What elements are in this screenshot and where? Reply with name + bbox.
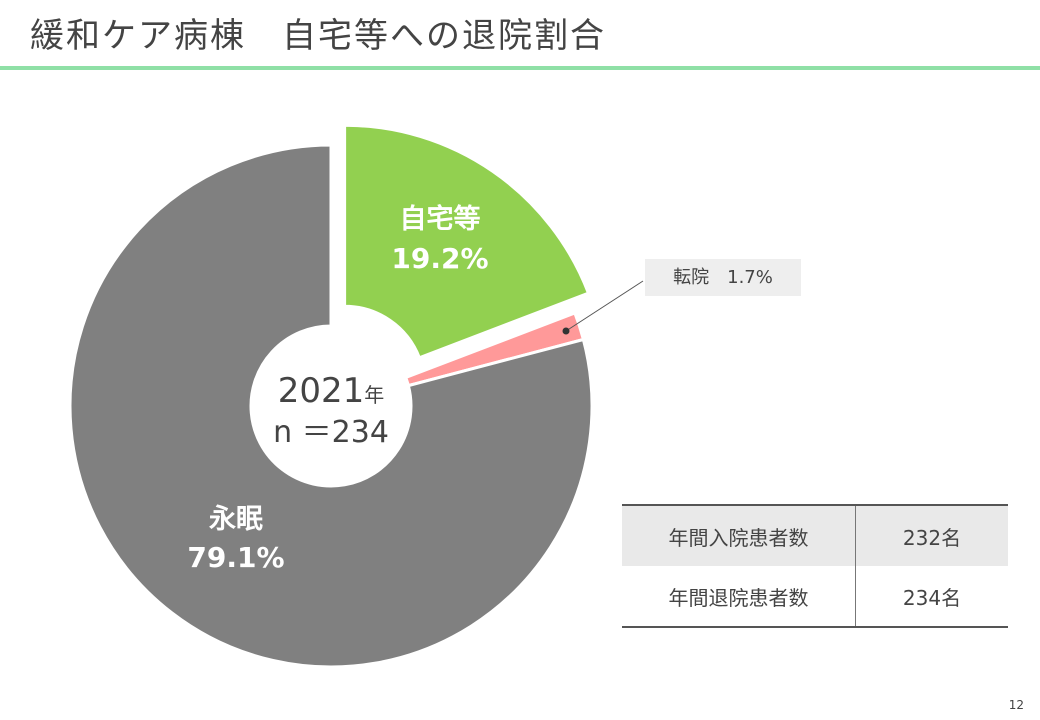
slice-label-eimin: 79.1%: [187, 541, 284, 574]
center-year: 2021年: [278, 371, 385, 411]
table-row: 年間入院患者数 232名: [622, 505, 1008, 566]
table-cell-label: 年間退院患者数: [622, 566, 856, 627]
title-underline: [0, 66, 1040, 70]
pie-slice-0: [343, 123, 591, 360]
page-title: 緩和ケア病棟 自宅等への退院割合: [30, 16, 606, 56]
slice-label-jitaku: 19.2%: [391, 242, 488, 275]
callout-leader-line: [565, 280, 644, 332]
callout-tenin: 転院 1.7%: [645, 259, 801, 296]
table-row: 年間退院患者数 234名: [622, 566, 1008, 627]
table-cell-value: 232名: [855, 505, 1008, 566]
stats-table: 年間入院患者数 232名 年間退院患者数 234名: [622, 504, 1008, 628]
slice-name-eimin: 永眠: [208, 504, 263, 535]
center-n: n ＝234: [273, 415, 389, 450]
slice-name-jitaku: 自宅等: [400, 203, 481, 235]
pie-slice-2: [68, 143, 594, 669]
table-cell-value: 234名: [902, 585, 962, 610]
table-cell-label: 年間入院患者数: [622, 505, 856, 566]
callout-leader-dot: [562, 327, 570, 335]
page-number: 12: [1008, 698, 1024, 712]
